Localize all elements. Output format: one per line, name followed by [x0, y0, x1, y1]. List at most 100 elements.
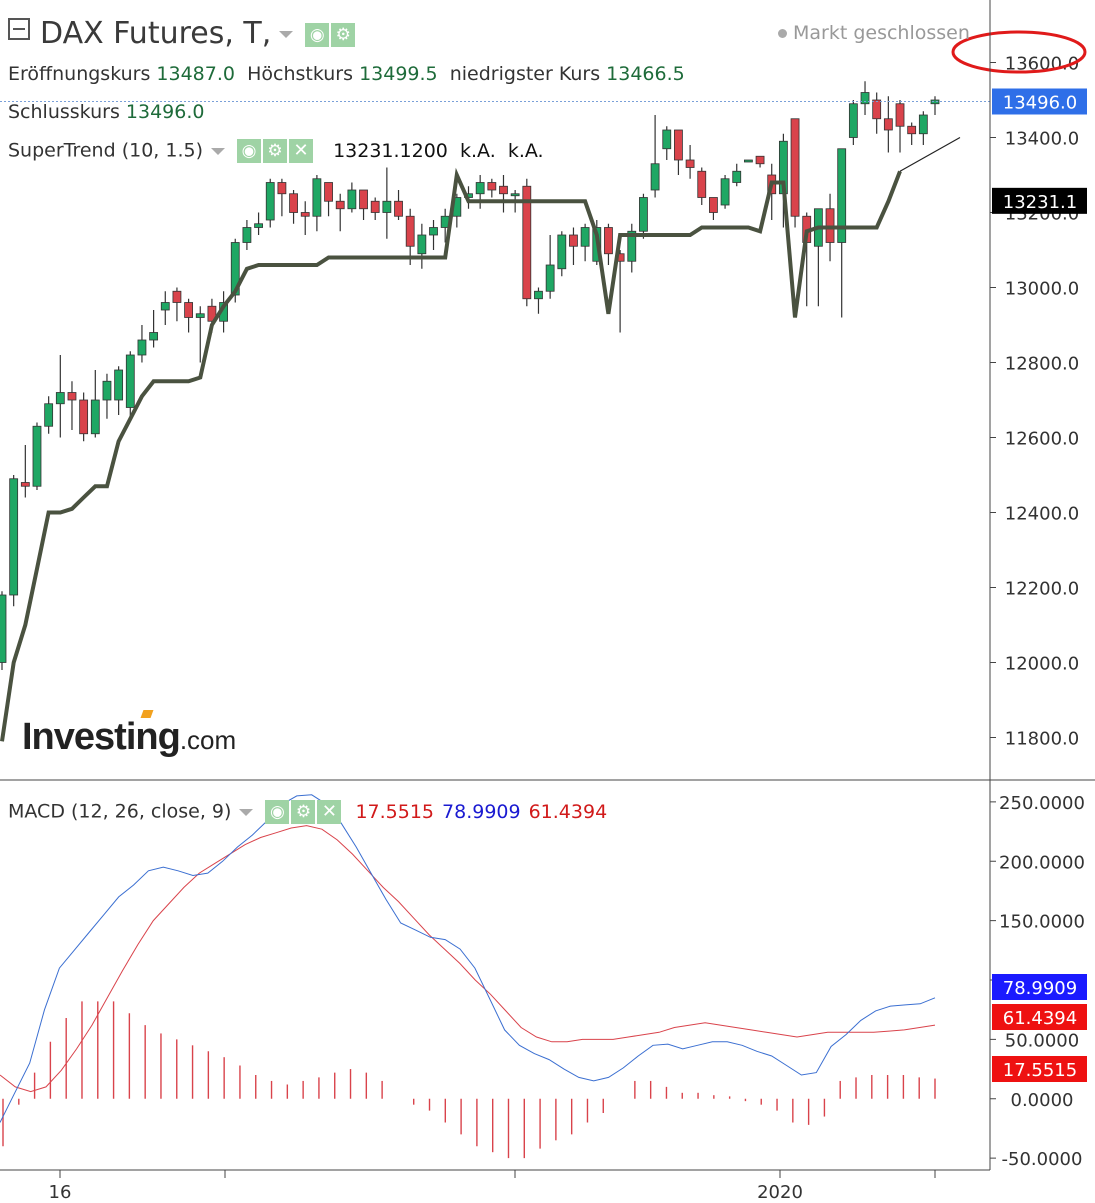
macd-tick-label: -50.0000 — [1002, 1149, 1083, 1170]
candle — [55, 355, 65, 438]
candle — [674, 129, 683, 175]
last-price-tag — [992, 88, 1087, 115]
candle — [0, 591, 7, 670]
candle — [79, 392, 89, 442]
candle — [662, 126, 672, 160]
candle — [545, 235, 555, 299]
signal-value: 61.4394 — [528, 800, 608, 823]
close-value: 13496.0 — [125, 101, 205, 123]
candle-body — [405, 215, 415, 247]
macd-tick-label: 150.0000 — [999, 912, 1085, 933]
candle-body — [662, 129, 672, 150]
candle — [429, 220, 438, 250]
candle — [44, 396, 54, 434]
chevron-down-icon[interactable] — [211, 147, 226, 155]
market-status-text: Markt geschlossen — [793, 22, 970, 44]
candle-body — [709, 197, 718, 213]
candle-body — [55, 392, 65, 405]
candle-body — [755, 155, 765, 165]
candle — [732, 163, 742, 187]
price-tick-label: 12200.0 — [1005, 579, 1079, 600]
candle-body — [359, 189, 368, 210]
chart-header: DAX Futures, T, ◉ ⚙ Markt geschlossen Eröf… — [0, 0, 990, 170]
close-icon[interactable]: ✕ — [289, 139, 314, 163]
candle-body — [487, 182, 497, 191]
candle — [300, 201, 310, 235]
macd-value-tag — [992, 1004, 1087, 1030]
macd-label: MACD (12, 26, close, 9) — [8, 800, 232, 823]
candle-body — [32, 425, 42, 487]
candle — [195, 306, 205, 363]
candle-body — [102, 380, 112, 401]
candle-body — [44, 403, 54, 427]
candle-body — [569, 234, 578, 247]
candle — [848, 100, 858, 145]
highlight-circle — [951, 30, 1087, 74]
chevron-down-icon[interactable] — [279, 31, 294, 38]
high-label: Höchstkurs — [247, 63, 354, 85]
candle — [32, 422, 42, 490]
candle — [918, 111, 928, 145]
supertrend-projection — [899, 136, 961, 172]
candle — [883, 96, 893, 153]
candle — [277, 178, 287, 217]
candle-body — [184, 302, 194, 318]
candle-body — [394, 200, 403, 217]
candle — [907, 122, 917, 145]
chevron-down-icon[interactable] — [239, 808, 254, 816]
candle — [685, 145, 695, 179]
price-tick-label: 12800.0 — [1005, 354, 1079, 375]
supertrend-value: 13231.1200 — [333, 139, 448, 162]
candle-body — [627, 230, 637, 262]
last-price-tag-label: 13496.0 — [1003, 93, 1077, 114]
candle — [347, 182, 357, 213]
candle — [160, 291, 170, 325]
candle-body — [918, 114, 928, 135]
collapse-icon[interactable] — [8, 18, 30, 40]
candle — [20, 445, 30, 498]
close-row: Schlusskurs 13496.0 — [8, 101, 204, 123]
candle-body — [848, 103, 858, 138]
candle-body — [697, 170, 707, 198]
candle — [102, 373, 112, 419]
market-status: Markt geschlossen — [778, 22, 970, 44]
close-icon[interactable]: ✕ — [317, 800, 342, 824]
candle — [697, 167, 707, 205]
candle-body — [790, 118, 800, 217]
gear-icon[interactable]: ⚙ — [263, 139, 288, 163]
gear-icon[interactable]: ⚙ — [291, 800, 316, 824]
macd-tick-label: 250.0000 — [999, 793, 1085, 814]
supertrend-tag — [992, 187, 1087, 214]
candle-body — [732, 170, 742, 183]
candle-body — [499, 185, 508, 195]
eye-icon[interactable]: ◉ — [265, 800, 290, 824]
macd-line — [0, 794, 936, 1123]
candle-body — [522, 185, 532, 300]
gear-icon[interactable]: ⚙ — [331, 22, 356, 47]
macd-value-tag — [992, 1056, 1087, 1082]
price-panel: 11800.0 12000.0 12200.0 12400.0 12600.0 12800… — [0, 54, 1087, 750]
candle — [627, 223, 637, 273]
candle — [67, 381, 77, 430]
candle-body — [685, 159, 695, 168]
candle — [359, 189, 368, 220]
candle — [557, 231, 567, 277]
supertrend-legend: SuperTrend (10, 1.5) ◉ ⚙ ✕ 13231.1200 k.A. … — [8, 139, 544, 163]
macd-value-tag-label: 61.4394 — [1003, 1008, 1077, 1029]
candle — [487, 178, 497, 198]
candle-body — [289, 193, 298, 213]
candle-body — [79, 399, 89, 435]
eye-icon[interactable]: ◉ — [305, 22, 330, 47]
eye-icon[interactable]: ◉ — [237, 139, 262, 163]
candle — [895, 100, 905, 153]
candle-body — [382, 200, 392, 213]
high-value: 13499.5 — [359, 63, 438, 85]
candle — [720, 175, 730, 209]
signal-line — [0, 825, 936, 1093]
candle — [382, 167, 392, 239]
candle-body — [242, 227, 252, 243]
candle-body — [277, 182, 287, 195]
macd-value-tag-label: 78.9909 — [1003, 978, 1077, 999]
candle — [394, 190, 403, 220]
macd-histogram — [2, 1001, 936, 1159]
